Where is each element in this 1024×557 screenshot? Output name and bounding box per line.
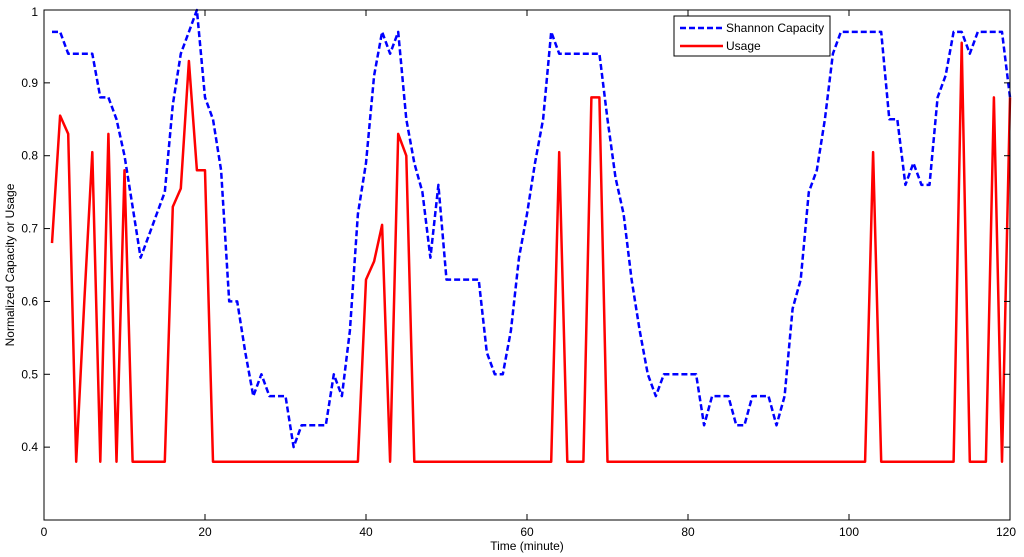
- y-tick-label: 0.8: [21, 149, 38, 163]
- series-layer: [50, 8, 1012, 463]
- x-axis: 0 20 40 60 80 100 120: [41, 10, 1016, 539]
- x-tick-label: 20: [198, 525, 212, 539]
- series-line-usage: [50, 41, 1012, 463]
- y-tick-label: 0.4: [21, 440, 38, 454]
- x-axis-title: Time (minute): [490, 539, 564, 553]
- legend: Shannon Capacity Usage: [673, 15, 831, 57]
- y-tick-label: 1: [31, 5, 38, 19]
- y-tick-label: 0.6: [21, 294, 38, 308]
- legend-label-shannon-capacity: Shannon Capacity: [726, 21, 824, 35]
- legend-box: [673, 15, 831, 57]
- x-tick-label: 80: [681, 525, 695, 539]
- y-tick-label: 0.7: [21, 222, 38, 236]
- x-tick-label: 0: [41, 525, 48, 539]
- y-axis-title: Normalized Capacity or Usage: [3, 183, 17, 346]
- y-axis: 0.4 0.5 0.6 0.7 0.8 0.9 1: [21, 5, 1010, 454]
- x-tick-label: 40: [359, 525, 373, 539]
- y-tick-label: 0.5: [21, 367, 38, 381]
- legend-label-usage: Usage: [726, 39, 761, 53]
- x-tick-label: 60: [520, 525, 534, 539]
- x-tick-label: 120: [996, 525, 1016, 539]
- y-tick-label: 0.9: [21, 76, 38, 90]
- x-tick-label: 100: [839, 525, 859, 539]
- series-line-shannon-capacity: [52, 8, 1012, 449]
